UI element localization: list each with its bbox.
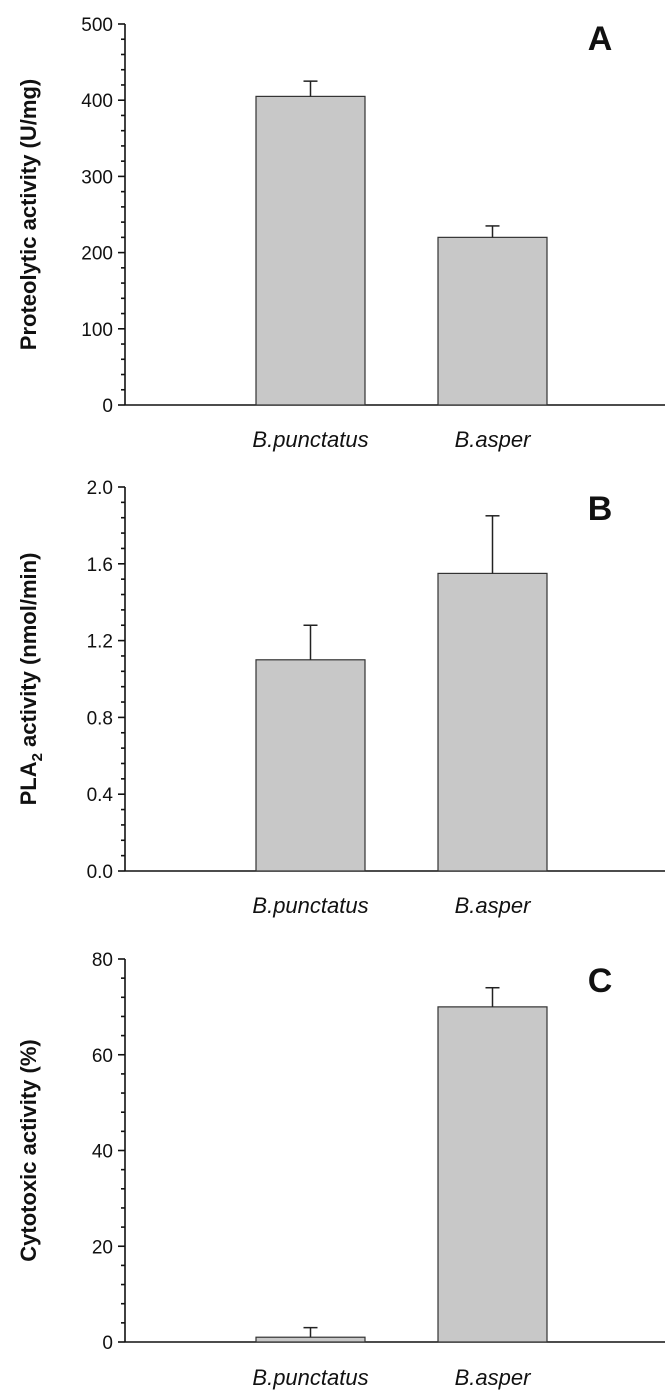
y-tick-label: 300 — [81, 167, 113, 188]
y-axis-label-main: Cytotoxic activity (%) — [16, 1039, 41, 1262]
y-axis-label: Proteolytic activity (U/mg) — [16, 79, 41, 350]
y-tick-label: 0.0 — [87, 862, 113, 883]
y-tick-label: 40 — [92, 1142, 113, 1163]
y-tick-label: 0 — [102, 396, 113, 417]
panel-c: 0 20 40 60 80 B.punctatus B.asper C Cytotoxic ac… — [16, 950, 665, 1390]
x-category-label: B.punctatus — [252, 893, 368, 918]
bar-b-punctatus — [255, 95, 366, 406]
y-axis-label: Cytotoxic activity (%) — [16, 1039, 41, 1262]
x-category-label: B.asper — [455, 427, 532, 452]
y-axis-label-subscript: 2 — [29, 753, 46, 761]
bar-b-punctatus — [255, 1336, 366, 1343]
y-tick-label: 20 — [92, 1237, 113, 1258]
y-tick-label: 1.2 — [87, 632, 113, 653]
x-category-label: B.punctatus — [252, 1365, 368, 1390]
y-tick-label: 100 — [81, 320, 113, 341]
panel-letter: A — [588, 20, 613, 58]
y-axis-label: PLA2 activity (nmol/min) — [16, 553, 46, 806]
y-tick-label: 60 — [92, 1046, 113, 1067]
bar-b-punctatus — [255, 659, 366, 872]
bar-b-asper — [437, 572, 548, 872]
y-tick-label: 1.6 — [87, 555, 113, 576]
y-tick-label: 500 — [81, 15, 113, 36]
panel-a: 0 100 200 300 400 500 B.punctatus B.asper A Prote… — [16, 15, 665, 452]
y-tick-label: 200 — [81, 244, 113, 265]
y-tick-label: 0.8 — [87, 708, 113, 729]
panel-b: 0.0 0.4 0.8 1.2 1.6 2.0 B.punctatus B.asper B PLA… — [16, 478, 665, 918]
panel-letter: C — [588, 962, 613, 1000]
x-category-label: B.asper — [455, 893, 532, 918]
y-tick-label: 0.4 — [87, 785, 114, 806]
panel-letter: B — [588, 490, 613, 528]
y-axis-label-main: Proteolytic activity (U/mg) — [16, 79, 41, 350]
y-tick-label: 0 — [102, 1333, 113, 1354]
bar-b-asper — [437, 236, 548, 406]
y-tick-label: 2.0 — [87, 478, 113, 499]
y-axis-label-rest: activity (nmol/min) — [16, 553, 41, 753]
y-tick-label: 80 — [92, 950, 113, 971]
x-category-label: B.punctatus — [252, 427, 368, 452]
bar-b-asper — [437, 1006, 548, 1343]
x-category-label: B.asper — [455, 1365, 532, 1390]
y-tick-label: 400 — [81, 91, 113, 112]
y-axis-label-main: PLA — [16, 761, 41, 805]
